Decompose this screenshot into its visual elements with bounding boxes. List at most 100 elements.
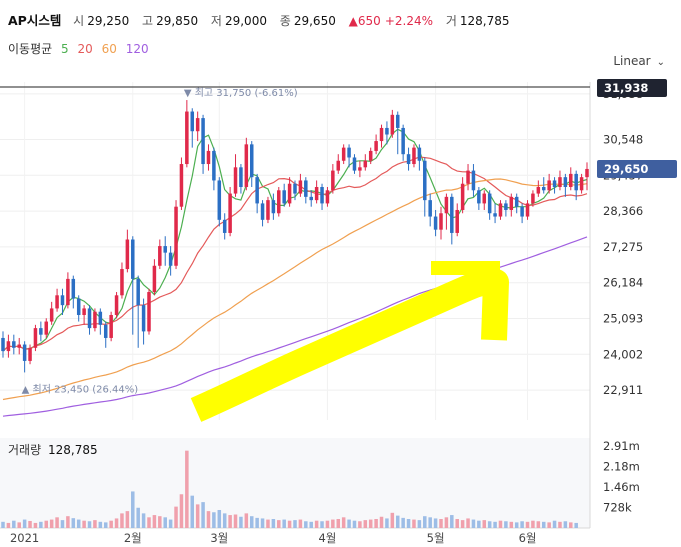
candle-body: [76, 298, 81, 315]
volume-bar: [109, 520, 113, 528]
candle-body: [331, 170, 335, 191]
low-value: 29,000: [224, 14, 267, 28]
volume-bar: [141, 513, 146, 528]
volume-bar: [277, 520, 281, 528]
volume-bar: [168, 519, 173, 528]
volume-bar: [525, 521, 530, 528]
candle-body: [569, 173, 573, 188]
candle-body: [374, 141, 378, 151]
volume-bar: [428, 517, 432, 528]
volume-bar: [563, 521, 568, 528]
volume-tick-label: 1.46m: [603, 480, 640, 494]
high-value: 29,850: [156, 14, 199, 28]
time-tick-label: 6월: [519, 531, 537, 545]
candle-body: [114, 295, 119, 315]
volume-bar: [49, 519, 54, 528]
volume-bar: [293, 520, 297, 528]
candle-body: [433, 216, 438, 230]
volume-bar: [320, 521, 324, 528]
volume-tick-label: 2.18m: [603, 460, 640, 474]
candle-body: [304, 180, 308, 197]
ma-120: 120: [125, 42, 149, 56]
volume-bar: [60, 520, 65, 528]
candle-body: [28, 347, 32, 361]
price-tick-label: 25,093: [603, 312, 643, 326]
volume-bar: [271, 519, 276, 528]
volume-bar: [82, 520, 86, 528]
open-value: 29,250: [87, 14, 130, 28]
volume-bar: [233, 514, 238, 528]
price-tick-label: 26,184: [603, 276, 643, 290]
candle-body: [12, 341, 16, 348]
volume-bar: [352, 520, 357, 528]
candle-body: [109, 314, 113, 338]
volume-bar: [17, 522, 21, 528]
volume-bar: [509, 521, 514, 528]
candle-body: [6, 341, 11, 352]
volume-bar: [98, 521, 103, 528]
volume-bar: [423, 516, 427, 528]
candle-body: [212, 150, 216, 181]
candle-body: [395, 114, 400, 128]
candle-body: [201, 118, 205, 165]
volume-bar: [487, 521, 492, 528]
price-tick-label: 30,548: [603, 132, 643, 146]
ma-60: 60: [101, 42, 117, 56]
volume-bar: [185, 450, 189, 528]
volume-label: 거: [445, 14, 457, 28]
volume-bar: [374, 519, 378, 528]
candle-body: [547, 180, 551, 191]
candle-body: [141, 305, 146, 332]
candle-body: [450, 196, 454, 233]
chevron-down-icon: ⌄: [656, 57, 665, 68]
volume-bar: [287, 520, 292, 528]
volume-bar: [179, 494, 184, 528]
candle-body: [585, 168, 589, 178]
volume-bars: 거래량 128,785: [1, 443, 578, 528]
volume-bar: [249, 516, 254, 528]
candle-body: [239, 167, 243, 188]
chart-grid: [0, 82, 591, 529]
volume-bar: [520, 521, 524, 528]
time-tick-label: 3월: [210, 531, 228, 545]
ma-20-line: [2, 156, 588, 352]
candle-body: [103, 324, 108, 338]
moving-average-legend[interactable]: 이동평균 5 20 60 120: [8, 40, 154, 57]
volume-bar: [498, 520, 503, 528]
max-price-badge: [597, 79, 667, 97]
ma-60-line: [2, 178, 588, 401]
volume-bar: [439, 519, 443, 528]
volume-bar: [569, 522, 573, 528]
volume-value: 128,785: [459, 14, 510, 28]
volume-bar: [120, 513, 124, 528]
candle-body: [120, 269, 124, 296]
volume-bar: [28, 520, 32, 528]
volume-bar: [444, 517, 449, 528]
candle-body: [574, 173, 578, 191]
volume-bar: [55, 517, 59, 528]
candle-body: [563, 177, 568, 188]
candle-body: [249, 144, 254, 178]
candle-body: [39, 328, 43, 335]
scale-dropdown[interactable]: Linear ⌄: [613, 54, 665, 68]
candle-body: [158, 246, 162, 266]
price-tick-label: 29,457: [603, 168, 643, 182]
volume-bar: [228, 515, 232, 528]
price-plot-area: [0, 82, 590, 420]
volume-bar: [125, 511, 130, 528]
candle-body: [439, 213, 443, 230]
candle-body: [1, 337, 5, 352]
volume-bar: [385, 518, 389, 528]
volume-bar: [455, 519, 459, 528]
close-label: 종: [279, 14, 291, 28]
candle-body: [136, 278, 140, 306]
candle-body: [131, 239, 135, 279]
extreme-markers: ▼ 최고 31,750 (-6.61%) ▲ 최저 23,450 (26.44%): [22, 87, 298, 395]
candle-body: [222, 219, 227, 233]
volume-bar: [147, 517, 151, 528]
volume-bar: [325, 520, 330, 528]
candle-body: [531, 193, 535, 204]
volume-bar: [412, 519, 416, 528]
ma-5-line: [2, 128, 588, 352]
volume-bar: [93, 520, 97, 528]
